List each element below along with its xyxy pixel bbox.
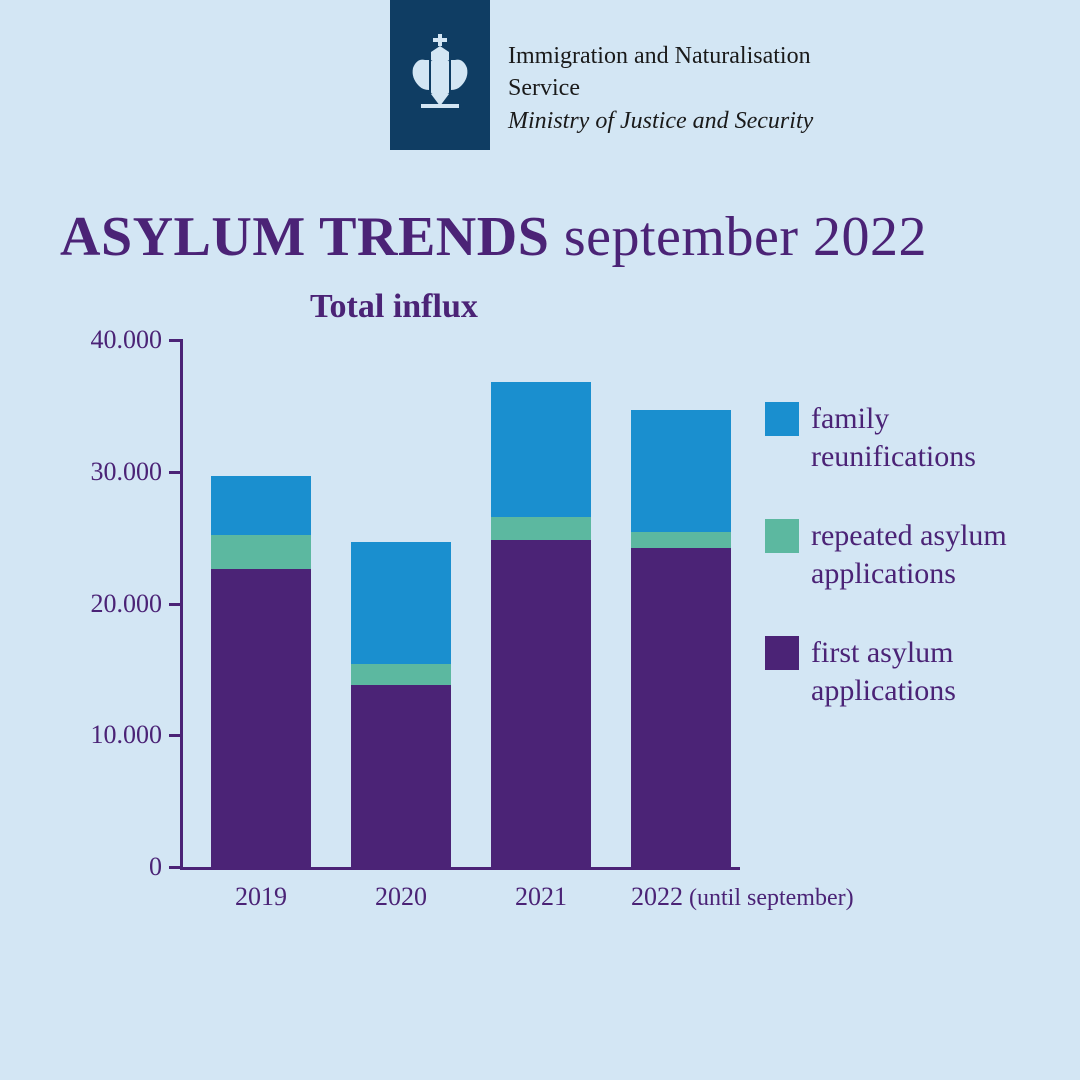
- legend-swatch: [765, 402, 799, 436]
- legend-label: repeated asylum applications: [811, 517, 1045, 592]
- page-title: ASYLUM TRENDS september 2022: [60, 205, 927, 269]
- bar-segment-repeated_asylum_applications: [631, 532, 731, 548]
- y-axis: 010.00020.00030.00040.000: [60, 340, 180, 870]
- legend-swatch: [765, 636, 799, 670]
- y-tick-label: 0: [149, 852, 162, 882]
- org-name-2: Service: [508, 72, 813, 104]
- bars-container: [183, 340, 743, 867]
- bar-segment-family_reunifications: [491, 382, 591, 516]
- bar-segment-first_asylum_applications: [211, 569, 311, 867]
- legend-item: family reunifications: [765, 400, 1045, 475]
- legend-item: first asylum applications: [765, 634, 1045, 709]
- bar-segment-repeated_asylum_applications: [211, 535, 311, 569]
- bar-segment-repeated_asylum_applications: [351, 664, 451, 685]
- x-label: 2022 (until september): [631, 882, 731, 912]
- gov-emblem: [390, 0, 490, 150]
- bar-column: [491, 382, 591, 867]
- x-labels: 2019 2020 2021 2022 (until september): [183, 882, 743, 912]
- coat-of-arms-icon: [405, 30, 475, 120]
- bar-column: [211, 476, 311, 867]
- legend-item: repeated asylum applications: [765, 517, 1045, 592]
- bar-segment-family_reunifications: [351, 542, 451, 665]
- y-tick-label: 10.000: [91, 720, 163, 750]
- bar-column: [351, 542, 451, 867]
- title-light: september 2022: [564, 206, 927, 268]
- bar-segment-repeated_asylum_applications: [491, 517, 591, 541]
- bar-column: [631, 410, 731, 867]
- title-bold: ASYLUM TRENDS: [60, 206, 549, 268]
- y-tick-label: 40.000: [91, 325, 163, 355]
- page-root: Immigration and Naturalisation Service M…: [0, 0, 1080, 1080]
- bar-segment-first_asylum_applications: [631, 548, 731, 867]
- ministry-name: Ministry of Justice and Security: [508, 105, 813, 137]
- legend: family reunifications repeated asylum app…: [765, 400, 1045, 751]
- x-axis-line: [180, 867, 740, 870]
- logo-text: Immigration and Naturalisation Service M…: [508, 0, 813, 137]
- legend-swatch: [765, 519, 799, 553]
- bar-segment-family_reunifications: [211, 476, 311, 535]
- y-tick-label: 20.000: [91, 589, 163, 619]
- chart-subtitle: Total influx: [310, 288, 478, 326]
- x-label: 2020: [351, 882, 451, 912]
- bar-segment-first_asylum_applications: [351, 685, 451, 867]
- org-name-1: Immigration and Naturalisation: [508, 40, 813, 72]
- legend-label: family reunifications: [811, 400, 1045, 475]
- bar-segment-first_asylum_applications: [491, 540, 591, 867]
- chart-area: 010.00020.00030.00040.000 20192020202120…: [60, 340, 740, 930]
- x-label: 2021: [491, 882, 591, 912]
- x-label: 2019: [211, 882, 311, 912]
- legend-label: first asylum applications: [811, 634, 1045, 709]
- bar-segment-family_reunifications: [631, 410, 731, 533]
- y-tick-label: 30.000: [91, 457, 163, 487]
- header-logo: Immigration and Naturalisation Service M…: [390, 0, 813, 150]
- x-label-extra: (until september): [683, 885, 854, 911]
